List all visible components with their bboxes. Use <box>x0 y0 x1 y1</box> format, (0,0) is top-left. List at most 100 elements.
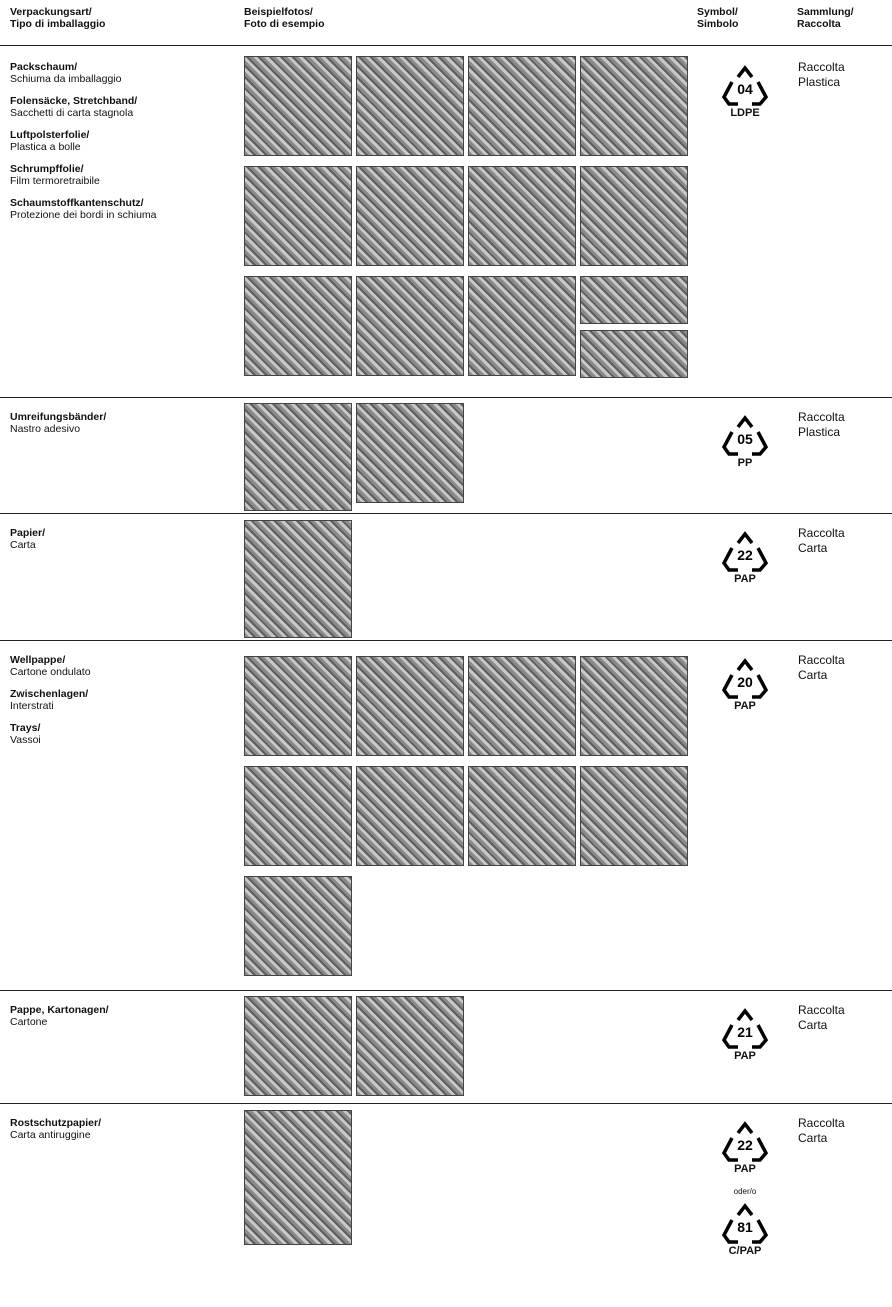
type-list: Umreifungsbänder/Nastro adesivo <box>10 411 235 445</box>
header-de: Beispielfotos/ <box>244 6 313 18</box>
symbol-code: PAP <box>734 700 756 712</box>
symbol-separator: oder/o <box>733 1187 757 1196</box>
photo <box>356 166 464 266</box>
type-de: Schaumstoffkantenschutz/ <box>10 197 144 209</box>
photo <box>580 56 688 156</box>
collection: Raccolta Carta <box>798 526 845 555</box>
type-item: Papier/Carta <box>10 527 235 551</box>
type-item: Pappe, Kartonagen/Cartone <box>10 1004 235 1028</box>
arrow <box>736 531 754 545</box>
collection: Raccolta Carta <box>798 1116 845 1145</box>
type-de: Folensäcke, Stretchband/ <box>10 95 138 107</box>
type-it: Protezione dei bordi in schiuma <box>10 209 157 221</box>
rule <box>0 397 892 398</box>
type-it: Nastro adesivo <box>10 423 81 435</box>
type-de: Trays/ <box>10 722 41 734</box>
header-symbol: Symbol/Simbolo <box>697 6 738 30</box>
symbol-number: 04 <box>737 81 753 97</box>
recycling-symbol: 04 <box>721 65 769 106</box>
arrow <box>752 1137 769 1162</box>
recycling-symbol: 22 <box>721 531 769 572</box>
photo <box>244 276 352 376</box>
type-list: Papier/Carta <box>10 527 235 561</box>
arrow <box>752 81 769 106</box>
photo <box>468 276 576 376</box>
rule <box>0 45 892 46</box>
symbol-code: LDPE <box>730 107 760 119</box>
type-de: Pappe, Kartonagen/ <box>10 1004 109 1016</box>
collection: Raccolta Carta <box>798 653 845 682</box>
header-photos: Beispielfotos/Foto di esempio <box>244 6 325 30</box>
type-de: Rostschutzpapier/ <box>10 1117 102 1129</box>
photo <box>468 56 576 156</box>
header-it: Simbolo <box>697 18 739 30</box>
recycling-symbol: 81 <box>721 1203 769 1244</box>
header-de: Verpackungsart/ <box>10 6 92 18</box>
photo <box>356 996 464 1096</box>
arrow <box>721 547 738 572</box>
symbol-number: 05 <box>737 431 753 447</box>
type-it: Carta <box>10 539 36 551</box>
symbol: 21 PAP <box>715 1008 775 1062</box>
type-list: Rostschutzpapier/Carta antiruggine <box>10 1117 235 1151</box>
symbol-number: 22 <box>737 547 753 563</box>
type-de: Umreifungsbänder/ <box>10 411 107 423</box>
header-it: Tipo di imballaggio <box>10 18 106 30</box>
type-it: Vassoi <box>10 734 41 746</box>
arrow <box>721 431 738 456</box>
symbol-number: 20 <box>737 674 753 690</box>
header-it: Foto di esempio <box>244 18 325 30</box>
type-item: Packschaum/Schiuma da imballaggio <box>10 61 235 85</box>
type-it: Interstrati <box>10 700 54 712</box>
symbol-code: C/PAP <box>728 1245 762 1257</box>
type-it: Schiuma da imballaggio <box>10 73 122 85</box>
rule <box>0 1103 892 1104</box>
type-item: Zwischenlagen/Interstrati <box>10 688 235 712</box>
arrow <box>736 1008 754 1022</box>
type-item: Schaumstoffkantenschutz/Protezione dei b… <box>10 197 235 221</box>
photo <box>244 403 352 511</box>
arrow <box>736 1203 754 1217</box>
photo <box>356 766 464 866</box>
photo <box>580 330 688 378</box>
type-item: Trays/Vassoi <box>10 722 235 746</box>
symbol-number: 21 <box>737 1024 753 1040</box>
arrow <box>721 674 738 699</box>
header-de: Symbol/ <box>697 6 738 18</box>
type-it: Sacchetti di carta stagnola <box>10 107 134 119</box>
arrow <box>752 431 769 456</box>
photo <box>244 766 352 866</box>
type-it: Cartone <box>10 1016 48 1028</box>
photo <box>580 276 688 324</box>
photo <box>468 766 576 866</box>
type-de: Schrumpffolie/ <box>10 163 84 175</box>
rule <box>0 990 892 991</box>
arrow <box>736 415 754 429</box>
symbol-code: PP <box>737 457 753 469</box>
type-item: Luftpolsterfolie/Plastica a bolle <box>10 129 235 153</box>
photo <box>468 656 576 756</box>
symbol-code: PAP <box>734 1050 756 1062</box>
header-de: Sammlung/ <box>797 6 854 18</box>
symbol: 22 PAP <box>715 531 775 585</box>
arrow <box>752 1024 769 1049</box>
type-list: Pappe, Kartonagen/Cartone <box>10 1004 235 1038</box>
photo <box>356 56 464 156</box>
photo <box>468 166 576 266</box>
type-de: Luftpolsterfolie/ <box>10 129 90 141</box>
arrow <box>736 1121 754 1135</box>
recycling-symbol: 22 <box>721 1121 769 1162</box>
photo <box>244 166 352 266</box>
type-item: Rostschutzpapier/Carta antiruggine <box>10 1117 235 1141</box>
arrow <box>736 658 754 672</box>
symbol-number: 81 <box>737 1219 753 1235</box>
photo <box>244 520 352 638</box>
header-it: Raccolta <box>797 18 841 30</box>
photo <box>356 276 464 376</box>
rule <box>0 640 892 641</box>
photo <box>580 656 688 756</box>
photo <box>244 996 352 1096</box>
arrow <box>752 674 769 699</box>
arrow <box>721 1219 738 1244</box>
